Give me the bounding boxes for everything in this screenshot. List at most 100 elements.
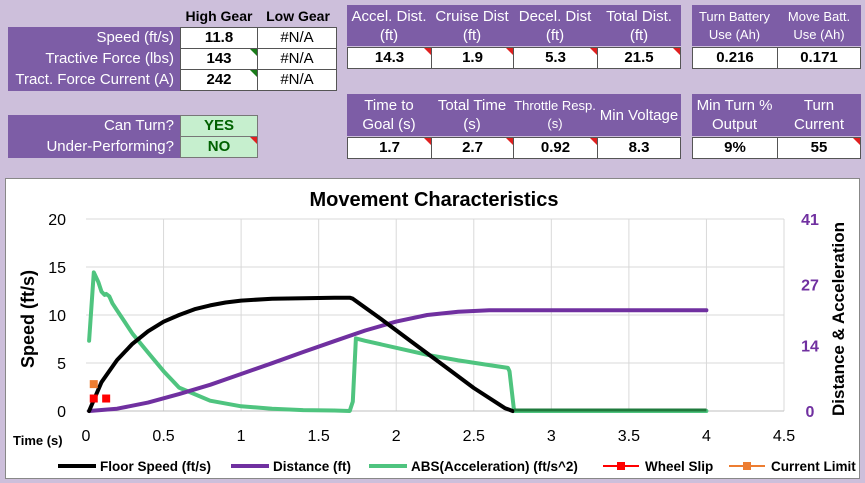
x-tick-label: 3 (547, 428, 556, 445)
cruise-dist-value: 1.9 (462, 49, 483, 66)
comment-indicator-icon (250, 49, 257, 56)
y2-tick-label: 14 (801, 338, 819, 355)
series-line (87, 308, 709, 413)
legend-swatch (617, 462, 625, 470)
move-batt-cell[interactable]: 0.171 (777, 47, 861, 69)
y2-tick-label: 0 (806, 404, 815, 421)
accel-dist-cell[interactable]: 14.3 (347, 47, 432, 69)
throttle-resp-cell[interactable]: 0.92 (513, 137, 598, 159)
y-tick-label: 0 (57, 404, 66, 421)
series-line (87, 295, 515, 413)
chart-title: Movement Characteristics (310, 189, 559, 211)
under-performing-value: NO (207, 138, 231, 155)
movement-chart[interactable]: Movement Characteristics 0 5 10 15 20 0 14 27 4… (5, 178, 860, 479)
series-line (87, 270, 709, 413)
comment-indicator-icon (250, 70, 257, 77)
y-tick-label: 15 (48, 260, 66, 277)
x-tick-label: 3.5 (618, 428, 640, 445)
gear-high-header: High Gear (185, 8, 253, 24)
tractive-force-high-value: 143 (206, 50, 232, 67)
chart-legend: Floor Speed (ft/s) Distance (ft) ABS(Accel… (58, 459, 856, 474)
tract-force-current-low-cell[interactable]: #N/A (257, 69, 337, 91)
tractive-force-high-cell[interactable]: 143 (180, 48, 258, 70)
x-tick-label: 1.5 (308, 428, 330, 445)
total-dist-cell[interactable]: 21.5 (597, 47, 681, 69)
speed-label: Speed (ft/s) (8, 27, 180, 49)
series-marker (102, 394, 111, 403)
min-turn-output-cell[interactable]: 9% (692, 137, 778, 159)
series-marker (89, 380, 98, 389)
y2-tick-label: 27 (801, 278, 819, 295)
min-voltage-cell[interactable]: 8.3 (597, 137, 681, 159)
y2-axis-label: Distance & Acceleration (829, 222, 848, 416)
comment-indicator-icon (853, 138, 860, 145)
can-turn-value[interactable]: YES (180, 115, 258, 137)
tractive-force-low-cell[interactable]: #N/A (257, 48, 337, 70)
y2-axis-ticks: 0 14 27 41 (801, 212, 819, 421)
total-time-value: 2.7 (462, 139, 483, 156)
comment-indicator-icon (590, 48, 597, 55)
total-dist-header: Total Dist. (ft) (597, 5, 681, 46)
cruise-dist-header: Cruise Dist (ft) (431, 5, 513, 46)
y-axis-ticks: 0 5 10 15 20 (48, 212, 66, 421)
under-performing-label: Under-Performing? (8, 136, 180, 158)
turn-battery-header: Turn Battery Use (Ah) (692, 5, 777, 46)
turn-current-value: 55 (810, 139, 828, 156)
speed-low-cell[interactable]: #N/A (257, 27, 337, 49)
legend-label: Current Limit (771, 459, 856, 474)
x-axis-label: Time (s) (13, 433, 63, 448)
comment-indicator-icon (506, 138, 513, 145)
min-voltage-header: Min Voltage (597, 94, 681, 136)
turn-current-cell[interactable]: 55 (777, 137, 861, 159)
y2-tick-label: 41 (801, 212, 819, 229)
tract-force-current-high-cell[interactable]: 242 (180, 69, 258, 91)
comment-indicator-icon (590, 138, 597, 145)
tract-force-current-label: Tract. Force Current (A) (8, 69, 180, 91)
move-batt-header: Move Batt. Use (Ah) (777, 5, 861, 46)
turn-current-header: Turn Current (777, 94, 861, 136)
speed-high-cell[interactable]: 11.8 (180, 27, 258, 49)
turn-battery-cell[interactable]: 0.216 (692, 47, 778, 69)
comment-indicator-icon (424, 48, 431, 55)
x-tick-label: 2 (392, 428, 401, 445)
y-axis-label: Speed (ft/s) (18, 270, 38, 368)
accel-dist-header: Accel. Dist. (ft) (347, 5, 431, 46)
accel-dist-value: 14.3 (374, 49, 405, 66)
total-time-cell[interactable]: 2.7 (431, 137, 514, 159)
tract-force-current-high-value: 242 (206, 71, 232, 88)
x-tick-label: 1 (237, 428, 246, 445)
time-to-goal-cell[interactable]: 1.7 (347, 137, 432, 159)
chart-series (87, 270, 709, 413)
x-tick-label: 2.5 (463, 428, 485, 445)
legend-label: Floor Speed (ft/s) (100, 459, 211, 474)
legend-swatch (743, 462, 751, 470)
cruise-dist-cell[interactable]: 1.9 (431, 47, 514, 69)
can-turn-label: Can Turn? (8, 115, 180, 137)
throttle-resp-value: 0.92 (540, 139, 571, 156)
y-tick-label: 10 (48, 308, 66, 325)
x-tick-label: 0.5 (152, 428, 174, 445)
legend-label: Wheel Slip (645, 459, 713, 474)
decel-dist-header: Decel. Dist (ft) (513, 5, 597, 46)
comment-indicator-icon (250, 137, 257, 144)
y-tick-label: 20 (48, 212, 66, 229)
x-tick-label: 4 (702, 428, 711, 445)
under-performing-cell[interactable]: NO (180, 136, 258, 158)
decel-dist-cell[interactable]: 5.3 (513, 47, 598, 69)
throttle-resp-header: Throttle Resp. (s) (513, 94, 597, 136)
legend-label: Distance (ft) (273, 459, 351, 474)
x-axis-ticks: 0 0.5 1 1.5 2 2.5 3 3.5 4 4.5 (82, 428, 796, 445)
x-tick-label: 0 (82, 428, 91, 445)
comment-indicator-icon (424, 138, 431, 145)
total-time-header: Total Time (s) (431, 94, 513, 136)
time-to-goal-header: Time to Goal (s) (347, 94, 431, 136)
tractive-force-label: Tractive Force (lbs) (8, 48, 180, 70)
legend-label: ABS(Acceleration) (ft/s^2) (411, 459, 578, 474)
comment-indicator-icon (506, 48, 513, 55)
min-turn-output-header: Min Turn % Output (692, 94, 777, 136)
gear-low-header: Low Gear (266, 8, 330, 24)
comment-indicator-icon (673, 48, 680, 55)
series-marker (89, 394, 98, 403)
total-dist-value: 21.5 (624, 49, 654, 66)
